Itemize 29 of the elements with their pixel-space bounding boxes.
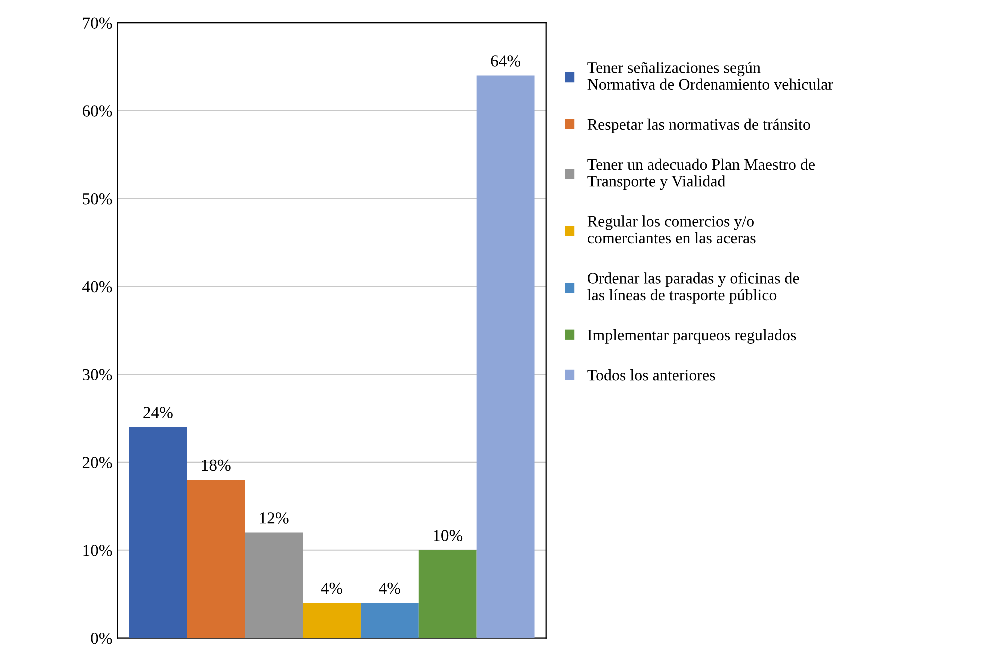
bar [360,603,419,638]
bar [303,603,361,638]
y-tick-label: 60% [82,106,112,117]
legend-label: Regular los comercios y/o comerciantes en las aceras [588,216,756,244]
y-tick-label: 30% [83,369,112,381]
legend-label: Implementar parqueos regulados [588,329,796,344]
data-label: 64% [491,56,521,67]
bar [187,480,246,638]
data-label: 4% [321,582,343,594]
bar [129,427,188,638]
legend-label: Respetar las normativas de tránsito [588,118,810,134]
data-label: 12% [260,512,289,524]
y-tick-label: 40% [82,281,112,293]
legend-label: Ordenar las paradas y oficinas de las líneas de trasporte público [588,272,800,304]
bar [476,76,535,638]
bar [245,532,304,638]
data-label: 4% [379,582,400,594]
legend-label: Tener señalizaciones según Normativa de Ordenamiento vehicular [588,62,834,90]
legend-label: Todos los anteriores [588,370,716,381]
y-tick-label: 70% [83,18,112,30]
data-label: 10% [434,530,463,542]
legend-label: Tener un adecuado Plan Maestro de Transporte y Vialidad [588,158,815,190]
bar [418,550,477,638]
y-tick-label: 10% [84,545,112,556]
data-label: 18% [202,460,231,472]
data-label: 24% [144,407,173,418]
y-tick-label: 50% [83,194,112,205]
y-tick-label: 20% [82,457,112,468]
y-tick-label: 0% [91,632,112,644]
